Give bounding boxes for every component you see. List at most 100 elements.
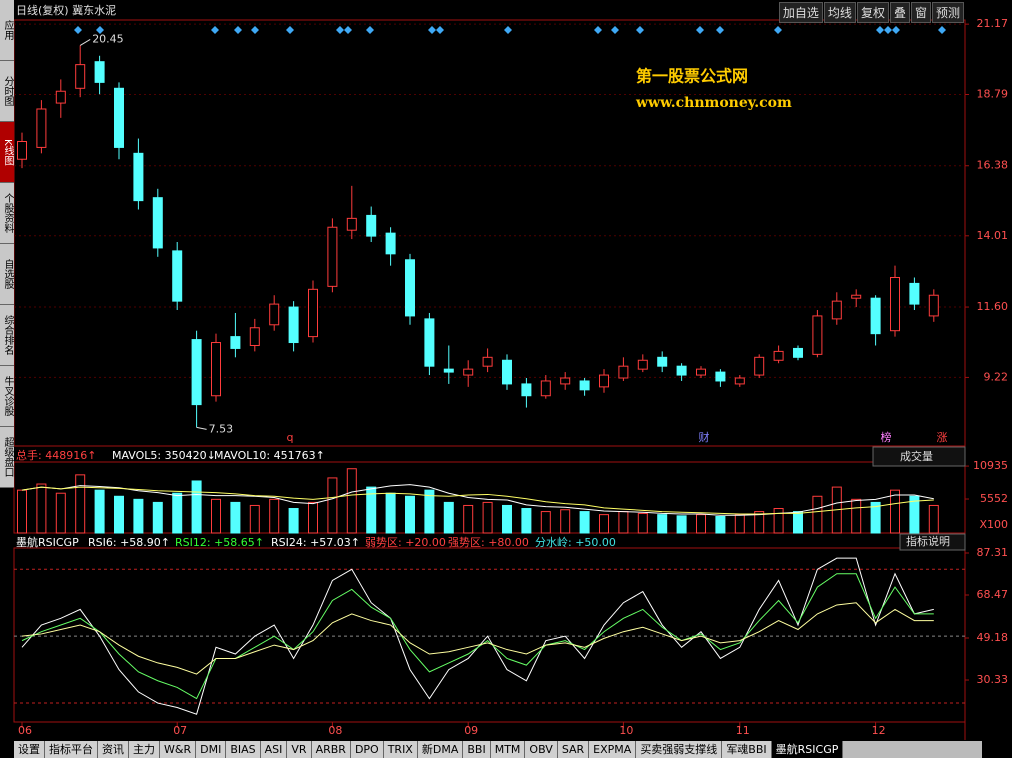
indicator-tab[interactable]: 主力 [129, 741, 160, 758]
indicator-tab[interactable]: DMI [196, 741, 227, 758]
volume-bar [17, 489, 27, 534]
indicator-tab[interactable]: 指标平台 [45, 741, 98, 758]
candle-body [909, 282, 920, 305]
indicator-tab[interactable]: ASI [260, 741, 288, 758]
candle-body [288, 306, 299, 344]
price-annotation: 7.53 [209, 422, 234, 435]
signal-row [74, 26, 946, 34]
toolbar-button[interactable]: 预测 [931, 2, 964, 23]
indicator-tab[interactable]: VR [287, 741, 312, 758]
candle-body [269, 303, 280, 326]
indicator-tab[interactable]: 墨航RSICGP [771, 741, 844, 758]
y-tick-label: 18.79 [977, 87, 1009, 100]
indicator-tab[interactable]: W&R [160, 741, 197, 758]
indicator-tab[interactable]: EXPMA [589, 741, 637, 758]
candle-body [366, 214, 377, 237]
toolbar-button[interactable]: 窗 [910, 2, 931, 23]
event-marker: 财 [699, 430, 710, 444]
volume-bar [540, 511, 551, 534]
candle-body [696, 368, 706, 376]
candle-body [890, 276, 900, 332]
y-tick-label: 30.33 [977, 673, 1009, 686]
toolbar-button[interactable]: 复权 [856, 2, 889, 23]
volume-bar [928, 504, 939, 534]
indicator-tab[interactable]: 资讯 [98, 741, 129, 758]
candle-body [928, 294, 939, 317]
indicator-header: RSI24: +57.03↑ [271, 536, 360, 549]
x-tick-label: 10 [619, 724, 633, 737]
volume-bar [249, 504, 260, 534]
x-tick-label: 12 [872, 724, 886, 737]
candle-body [308, 288, 318, 338]
y-tick-label: 16.38 [977, 159, 1009, 172]
candle-body [55, 90, 66, 104]
candle-body [172, 250, 183, 302]
help-box [899, 533, 966, 551]
indicator-tab[interactable]: MTM [490, 741, 526, 758]
sidebar-tab[interactable]: 分时图 [0, 61, 14, 122]
indicator-tab[interactable]: OBV [525, 741, 558, 758]
toolbar-button[interactable]: 加自选 [778, 2, 823, 23]
candle-body [831, 300, 842, 320]
indicator-tab[interactable]: 买卖强弱支撑线 [636, 741, 723, 758]
sidebar-tab[interactable]: 超级盘口 [0, 427, 14, 488]
candle-body [230, 336, 241, 349]
indicator-tab[interactable]: TRIX [383, 741, 418, 758]
candle-body [870, 297, 881, 335]
candle-body [734, 377, 745, 385]
sidebar-tab[interactable]: 牛叉诊股 [0, 366, 14, 427]
sidebar-tab[interactable]: 综合排名 [0, 305, 14, 366]
y-tick-label: 9.22 [984, 370, 1009, 383]
toolbar-button[interactable]: 叠 [889, 2, 910, 23]
volume-bar [405, 495, 415, 534]
volume-bar [172, 492, 183, 534]
indicator-header: RSI6: +58.90↑ [88, 536, 170, 549]
candle-body [793, 347, 803, 358]
indicator-tab[interactable]: DPO [350, 741, 384, 758]
indicator-tab[interactable]: BBI [463, 741, 491, 758]
candle-body [17, 141, 27, 160]
volume-bar [909, 495, 920, 534]
y-tick-label: 10935 [973, 459, 1008, 472]
event-marker: q [287, 431, 294, 444]
indicator-header: 强势区: +80.00 [448, 536, 529, 549]
volume-bar [676, 515, 687, 534]
mavol-line [21, 486, 934, 515]
volume-bar [734, 514, 745, 534]
x-tick-label: 08 [328, 724, 342, 737]
volume-bar [152, 501, 163, 534]
volume-bar [463, 504, 474, 534]
sidebar-tab[interactable]: 个股资料 [0, 183, 14, 244]
candle-body [579, 380, 590, 391]
annotation-leader [79, 38, 91, 46]
candle-body [715, 371, 726, 382]
sidebar-tab[interactable]: 自选股 [0, 244, 14, 305]
candle-body [540, 380, 551, 397]
sidebar-tab[interactable]: K线图 [0, 122, 14, 183]
sidebar: 应用 分时图 K线图 个股资料 自选股 综合排名 牛叉诊股 超级盘口 [0, 0, 14, 492]
volume-bar [114, 495, 124, 534]
indicator-tab[interactable]: 新DMA [417, 741, 464, 758]
indicator-tab[interactable]: BIAS [226, 741, 261, 758]
y-tick-label: 87.31 [977, 546, 1009, 559]
candle-body [482, 356, 493, 367]
y-tick-label: 14.01 [977, 229, 1009, 242]
volume-bar [793, 511, 803, 534]
chart: 日线(复权) 冀东水泥 第一股票公式网 www.chnmoney.com 21.… [13, 3, 1009, 740]
volume-bar [618, 511, 629, 534]
watermark-url: www.chnmoney.com [635, 95, 792, 111]
stock-title: 日线(复权) 冀东水泥 [16, 3, 116, 17]
indicator-tabs: 设置 指标平台 资讯 主力 W&R DMI BIAS ASI VR ARBR DPO TRIX 新DMA… [14, 741, 982, 758]
volume-bar [870, 501, 881, 534]
toolbar-button[interactable]: 均线 [823, 2, 856, 23]
indicator-tab[interactable]: 设置 [14, 741, 45, 758]
indicator-tab[interactable]: SAR [557, 741, 590, 758]
x-tick-label: 09 [464, 724, 478, 737]
indicator-tab[interactable]: ARBR [311, 741, 351, 758]
volume-bar [288, 508, 299, 534]
sidebar-tab[interactable]: 应用 [0, 0, 14, 61]
volume-header: MAVOL5: 350420↓ [112, 449, 216, 462]
volume-bar [94, 489, 105, 534]
indicator-tab[interactable]: 军魂BBI [722, 741, 772, 758]
candle-body [851, 294, 862, 299]
